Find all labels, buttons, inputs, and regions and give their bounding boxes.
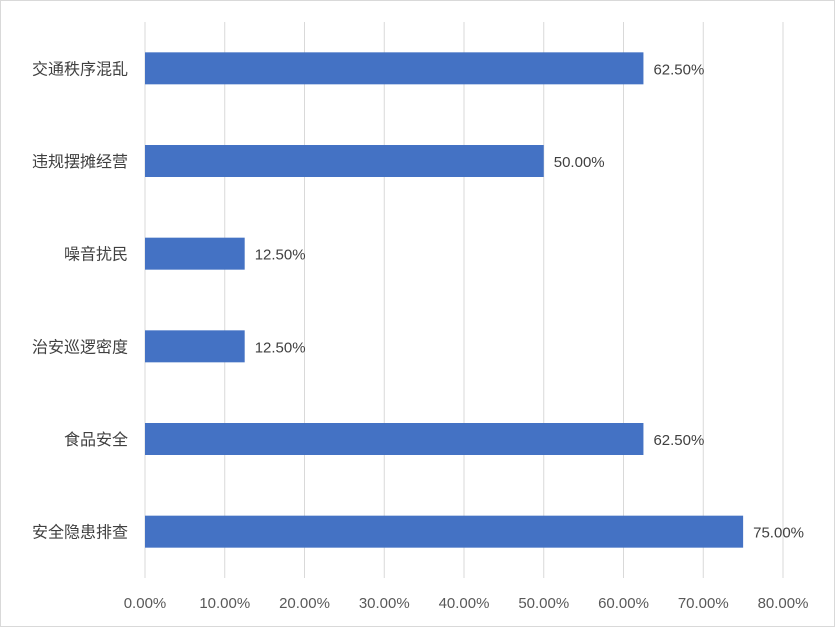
category-label: 食品安全 [64, 430, 128, 449]
data-label: 12.50% [255, 247, 306, 264]
data-label: 75.00% [753, 525, 804, 542]
data-label: 50.00% [554, 154, 605, 171]
bar [145, 237, 245, 270]
x-tick-label: 20.00% [279, 595, 330, 612]
bar [145, 145, 544, 177]
category-label: 治安巡逻密度 [32, 337, 128, 356]
category-label: 安全隐患排查 [32, 523, 128, 542]
x-tick-label: 30.00% [359, 595, 410, 612]
bar [145, 330, 245, 363]
category-label: 交通秩序混乱 [32, 59, 128, 78]
data-label: 62.50% [653, 432, 704, 449]
x-tick-label: 80.00% [758, 595, 809, 612]
bar [145, 423, 644, 455]
x-tick-label: 60.00% [598, 595, 649, 612]
x-tick-label: 0.00% [124, 595, 167, 612]
data-label: 62.50% [653, 61, 704, 78]
bar [145, 52, 644, 85]
x-tick-label: 10.00% [199, 595, 250, 612]
x-tick-label: 70.00% [678, 595, 729, 612]
x-tick-label: 40.00% [439, 595, 490, 612]
x-tick-label: 50.00% [518, 595, 569, 612]
data-label: 12.50% [255, 339, 306, 356]
category-label: 噪音扰民 [64, 245, 128, 264]
bar [145, 515, 744, 548]
category-label: 违规摆摊经营 [32, 152, 128, 171]
